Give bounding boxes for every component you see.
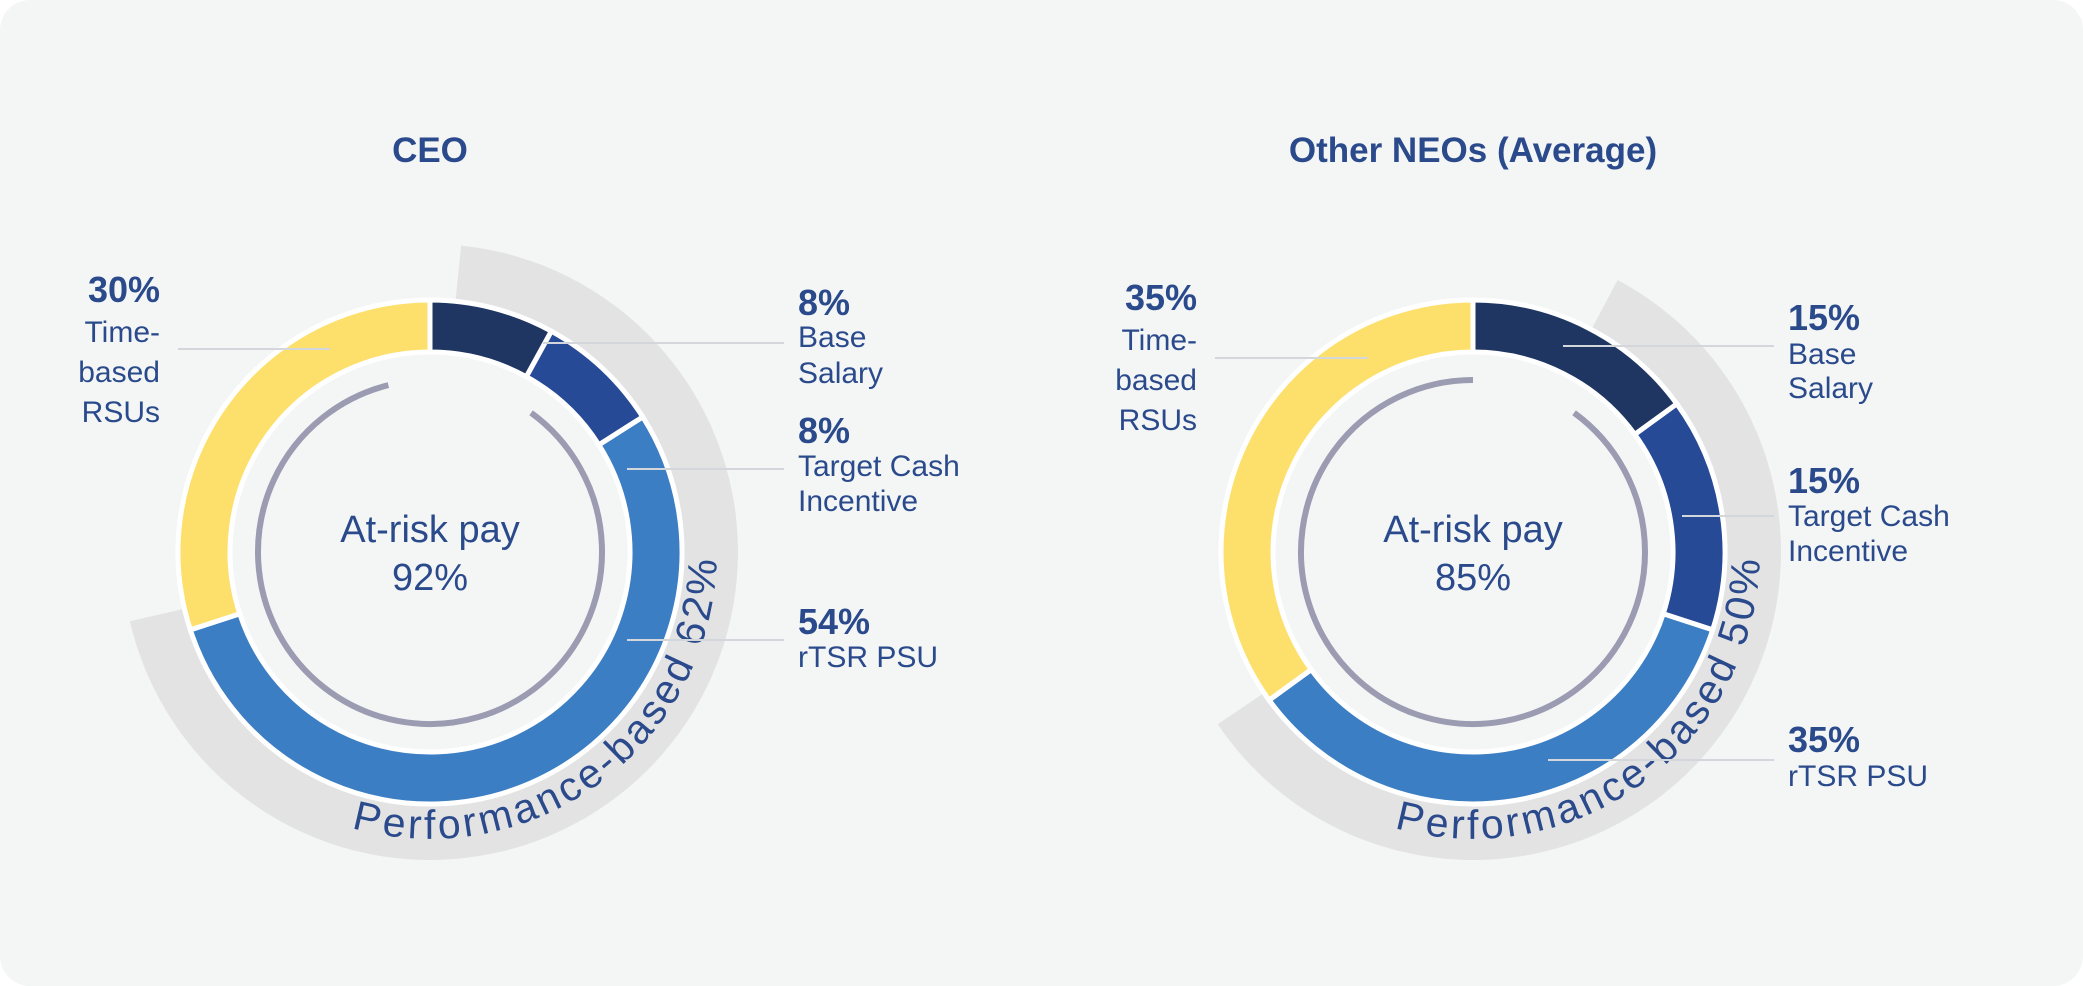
at-risk-arc bbox=[255, 382, 605, 727]
label-rtsr-psu: rTSR PSU bbox=[798, 641, 938, 674]
label-time-based-rsus: based bbox=[1115, 364, 1197, 397]
label-base-salary: Base bbox=[1788, 338, 1856, 371]
label-base-salary: Salary bbox=[1788, 372, 1873, 405]
pct-time-based-rsus: 35% bbox=[1125, 277, 1197, 318]
pct-target-cash-incentive: 8% bbox=[798, 410, 850, 451]
slice-rtsr-psu bbox=[187, 413, 685, 807]
label-base-salary: Salary bbox=[798, 357, 883, 390]
slice-time-based-rsus bbox=[175, 297, 433, 634]
center-label: At-risk pay bbox=[340, 509, 519, 551]
pct-base-salary: 8% bbox=[798, 282, 850, 323]
label-time-based-rsus: RSUs bbox=[1119, 404, 1197, 437]
center-value: 85% bbox=[1435, 557, 1511, 599]
label-base-salary: Base bbox=[798, 321, 866, 354]
label-rtsr-psu: rTSR PSU bbox=[1788, 760, 1928, 793]
label-target-cash-incentive: Incentive bbox=[798, 485, 918, 518]
pct-base-salary: 15% bbox=[1788, 297, 1860, 338]
label-time-based-rsus: RSUs bbox=[82, 396, 160, 429]
center-value: 92% bbox=[392, 557, 468, 599]
chart-title: Other NEOs (Average) bbox=[1289, 131, 1657, 170]
pct-rtsr-psu: 35% bbox=[1788, 719, 1860, 760]
label-time-based-rsus: based bbox=[78, 356, 160, 389]
label-target-cash-incentive: Incentive bbox=[1788, 535, 1908, 568]
pct-time-based-rsus: 30% bbox=[88, 269, 160, 310]
pct-rtsr-psu: 54% bbox=[798, 601, 870, 642]
slice-time-based-rsus bbox=[1218, 297, 1476, 704]
at-risk-arc bbox=[1298, 377, 1648, 727]
label-time-based-rsus: Time- bbox=[1121, 324, 1197, 357]
chart-title: CEO bbox=[392, 131, 468, 170]
label-target-cash-incentive: Target Cash bbox=[798, 450, 960, 483]
label-target-cash-incentive: Target Cash bbox=[1788, 500, 1950, 533]
pct-target-cash-incentive: 15% bbox=[1788, 460, 1860, 501]
label-time-based-rsus: Time- bbox=[84, 316, 160, 349]
center-label: At-risk pay bbox=[1383, 509, 1562, 551]
